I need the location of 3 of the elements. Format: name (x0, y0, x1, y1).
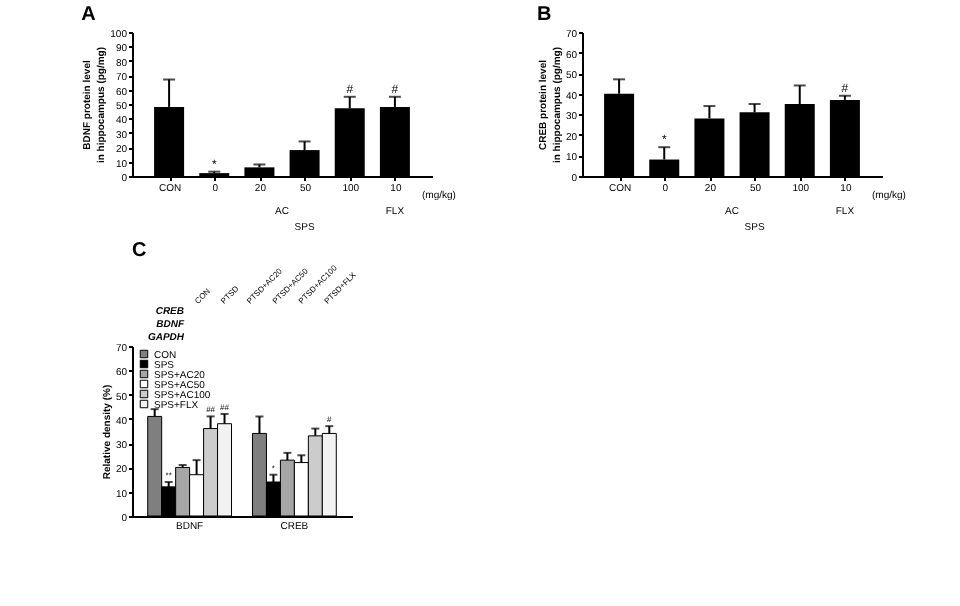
chart-title: B (536, 4, 552, 26)
chart-title: A (81, 4, 96, 26)
text: C (132, 240, 147, 263)
